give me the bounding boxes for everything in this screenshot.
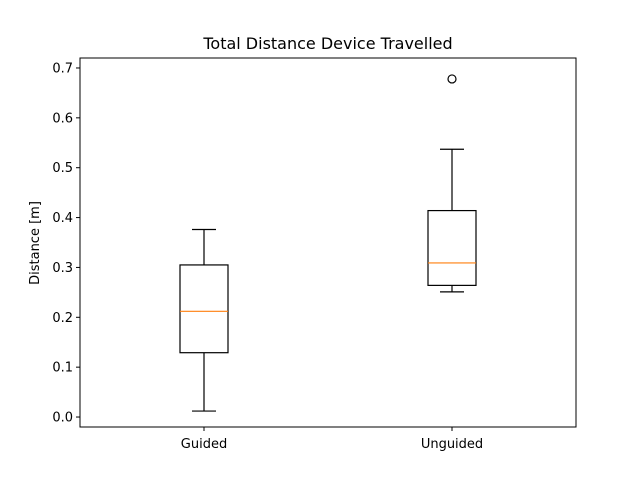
plot-frame xyxy=(79,57,577,428)
y-tick-label: 0.6 xyxy=(52,111,73,126)
x-tick-label: Guided xyxy=(181,437,227,452)
box xyxy=(427,209,477,286)
y-axis-label: Distance [m] xyxy=(28,201,43,285)
y-tick-label: 0.2 xyxy=(52,311,73,326)
y-tick-label: 0.1 xyxy=(52,361,73,376)
y-tick-label: 0.0 xyxy=(52,411,73,426)
plot-area: 0.0 0.1 0.2 0.3 0.4 0.5 0.6 0.7 Guided Unguided xyxy=(52,57,577,452)
outlier-point xyxy=(447,74,457,84)
y-tick-label: 0.4 xyxy=(52,211,73,226)
y-tick-label: 0.5 xyxy=(52,161,73,176)
x-tick-label: Unguided xyxy=(421,437,483,452)
box xyxy=(179,264,229,354)
y-tick-label: 0.3 xyxy=(52,261,73,276)
y-tick-label: 0.7 xyxy=(52,61,73,76)
chart-title: Total Distance Device Travelled xyxy=(202,34,452,53)
